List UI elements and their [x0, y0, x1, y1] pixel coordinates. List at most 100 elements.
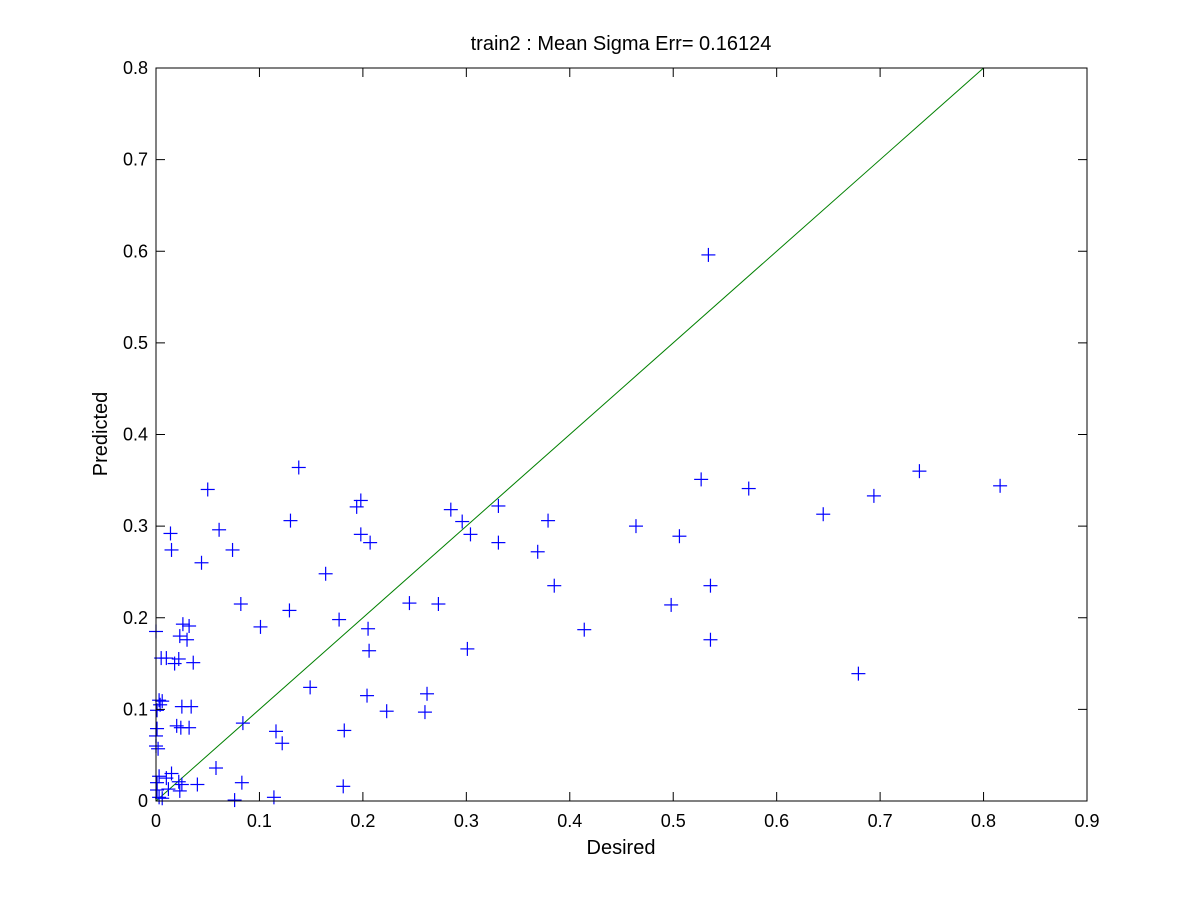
chart-title: train2 : Mean Sigma Err= 0.16124 — [471, 33, 772, 55]
data-point — [200, 482, 215, 497]
data-point — [360, 688, 375, 703]
data-point — [912, 464, 927, 479]
data-point — [235, 716, 250, 731]
data-point — [164, 542, 179, 557]
data-point — [431, 597, 446, 612]
data-point — [361, 621, 376, 636]
data-point — [402, 596, 417, 611]
data-point — [703, 578, 718, 593]
y-axis: 0 0.1 0.2 0.3 0.4 0.5 0.6 0.7 0.8 — [123, 58, 1087, 811]
data-point — [379, 704, 394, 719]
y-tick-label: 0.7 — [123, 150, 148, 170]
data-point — [225, 542, 240, 557]
data-point — [171, 774, 186, 789]
x-tick-label: 0.3 — [454, 811, 479, 831]
x-tick-label: 0.1 — [247, 811, 272, 831]
data-point — [152, 790, 167, 805]
data-point — [172, 629, 187, 644]
data-point — [159, 651, 174, 666]
data-point — [151, 741, 166, 756]
x-tick-label: 0.8 — [971, 811, 996, 831]
data-point — [336, 779, 351, 794]
y-tick-label: 0.5 — [123, 333, 148, 353]
data-point — [337, 723, 352, 738]
data-point — [672, 529, 687, 544]
data-point — [664, 597, 679, 612]
x-tick-label: 0 — [151, 811, 161, 831]
data-point — [420, 686, 435, 701]
data-point — [180, 632, 195, 647]
data-point — [701, 247, 716, 262]
data-point — [362, 643, 377, 658]
data-point — [182, 720, 197, 735]
data-point — [268, 724, 283, 739]
data-point — [150, 721, 165, 736]
y-tick-label: 0.4 — [123, 425, 148, 445]
data-point — [184, 699, 199, 714]
data-point — [443, 502, 458, 517]
data-point — [283, 513, 298, 528]
x-axis-label: Desired — [587, 837, 656, 859]
data-point — [491, 498, 506, 513]
data-point — [417, 705, 432, 720]
data-point — [212, 522, 227, 537]
data-point — [275, 736, 290, 751]
data-point — [172, 783, 187, 798]
x-tick-label: 0.2 — [350, 811, 375, 831]
y-tick-label: 0.8 — [123, 58, 148, 78]
data-point — [174, 777, 189, 792]
data-point — [993, 478, 1008, 493]
data-point — [282, 603, 297, 618]
data-point — [332, 612, 347, 627]
data-point — [577, 622, 592, 637]
y-axis-label: Predicted — [90, 392, 112, 477]
x-tick-label: 0.5 — [661, 811, 686, 831]
data-point — [460, 641, 475, 656]
data-point — [291, 460, 306, 475]
data-point — [161, 782, 176, 797]
data-point — [455, 514, 470, 529]
data-point — [816, 507, 831, 522]
data-point — [866, 488, 881, 503]
data-point — [194, 555, 209, 570]
data-point — [164, 766, 179, 781]
y-tick-label: 0.6 — [123, 241, 148, 261]
data-point — [152, 769, 167, 784]
data-point — [628, 519, 643, 534]
x-tick-label: 0.6 — [764, 811, 789, 831]
x-tick-label: 0.9 — [1074, 811, 1099, 831]
data-point — [303, 680, 318, 695]
data-point — [741, 481, 756, 496]
data-point — [363, 535, 378, 550]
data-point — [208, 761, 223, 776]
data-point — [186, 655, 201, 670]
data-point — [530, 544, 545, 559]
data-point — [349, 499, 364, 514]
x-tick-label: 0.4 — [557, 811, 582, 831]
data-point — [253, 619, 268, 634]
data-point — [182, 618, 197, 633]
data-point — [266, 790, 281, 805]
data-point — [227, 793, 242, 808]
data-point — [155, 694, 170, 709]
x-tick-label: 0.7 — [868, 811, 893, 831]
data-point — [175, 617, 190, 632]
data-point — [463, 527, 478, 542]
data-point — [547, 578, 562, 593]
data-point — [703, 632, 718, 647]
data-point — [353, 527, 368, 542]
data-point — [541, 513, 556, 528]
reference-line — [155, 67, 984, 802]
x-axis: 0 0.1 0.2 0.3 0.4 0.5 0.6 0.7 0.8 0.9 — [151, 68, 1100, 831]
data-point — [150, 775, 165, 790]
data-point — [155, 791, 170, 806]
data-point — [163, 526, 178, 541]
y-tick-label: 0.3 — [123, 516, 148, 536]
data-point — [491, 535, 506, 550]
data-point — [694, 472, 709, 487]
y-tick-label: 0.1 — [123, 699, 148, 719]
data-point — [234, 775, 249, 790]
data-point — [233, 597, 248, 612]
y-tick-label: 0 — [138, 791, 148, 811]
